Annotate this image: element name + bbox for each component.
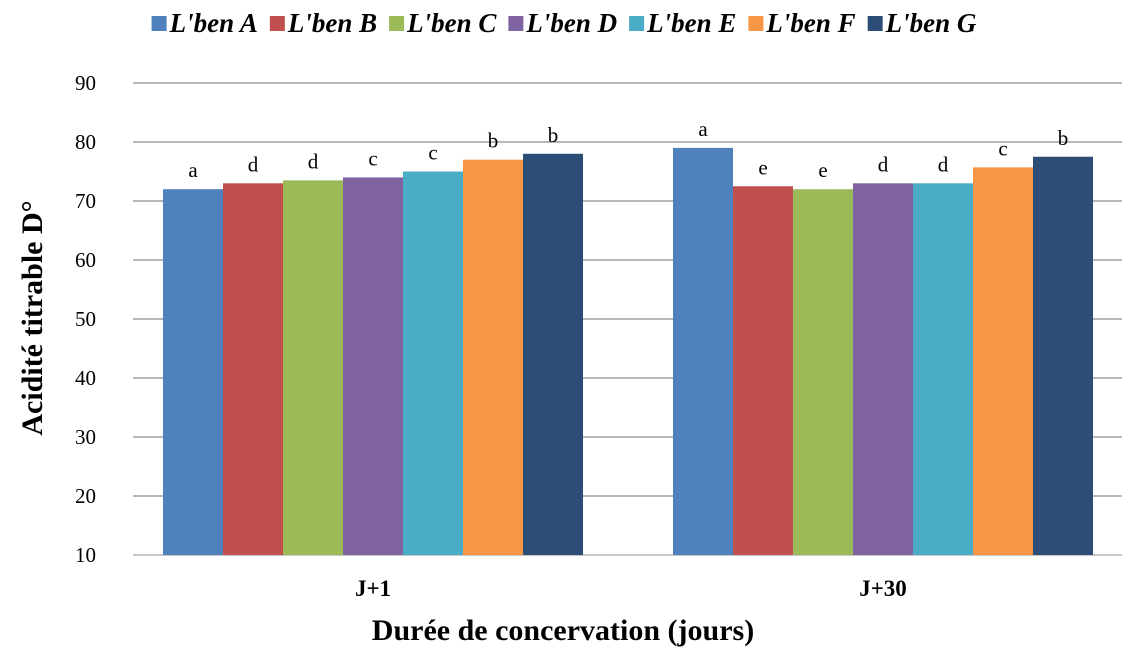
x-category-label: J+30 [859,576,907,601]
legend-label: L'ben F [765,8,855,38]
legend-item: L'ben G [867,8,977,38]
legend-swatch [389,16,405,31]
legend-label: L'ben C [406,8,497,38]
legend-swatch [867,16,883,31]
bar [223,183,283,556]
bar-significance-letter: c [368,146,377,170]
legend-item: L'ben B [269,8,377,38]
legend-swatch [151,16,167,31]
y-tick-label: 40 [75,366,96,390]
y-tick-label: 90 [75,71,96,95]
legend-label: L'ben B [287,8,377,38]
bar [1033,156,1093,555]
legend-swatch [269,16,285,31]
legend: L'ben A L'ben B L'ben C L'ben D L'ben E L'ben… [151,8,977,38]
bar [853,183,913,556]
legend-label: L'ben A [169,8,258,38]
bar [343,177,403,555]
y-tick-label: 50 [75,307,96,331]
y-tick-label: 30 [75,425,96,449]
x-category-label: J+1 [355,576,391,601]
bar-significance-letter: b [548,123,559,147]
legend-item: L'ben F [748,8,856,38]
bar [283,180,343,555]
y-tick-label: 10 [75,543,96,567]
legend-label: L'ben E [646,8,736,38]
bar [673,147,733,555]
bars [163,147,1093,556]
y-tick-label: 20 [75,484,96,508]
bar [163,189,223,555]
legend-label: L'ben G [885,8,977,38]
bar [793,189,853,555]
bar-significance-letter: d [878,152,889,176]
y-tick-label: 60 [75,248,96,272]
bar-significance-letter: d [938,152,949,176]
bar-significance-letter: a [188,158,198,182]
legend-item: L'ben C [389,8,497,38]
bar-significance-letter: d [248,152,259,176]
bar-significance-letter: b [488,129,499,153]
bar-significance-letter: a [698,117,708,141]
significance-letters: a d d c c b b a e e d d c b [188,117,1068,182]
legend-item: L'ben E [629,8,736,38]
y-tick-labels: 10 20 30 40 50 60 70 80 90 [75,71,96,567]
legend-swatch [508,16,524,31]
y-tick-label: 70 [75,189,96,213]
bar-significance-letter: b [1058,126,1069,150]
bar [913,183,973,556]
legend-swatch [748,16,764,31]
bar [403,171,463,555]
bar-significance-letter: c [998,136,1007,160]
bar [463,159,523,555]
legend-item: L'ben A [151,8,258,38]
legend-label: L'ben D [525,8,617,38]
legend-swatch [629,16,645,31]
bar [523,153,583,556]
x-category-labels: J+1 J+30 [355,576,907,601]
legend-item: L'ben D [508,8,617,38]
y-tick-label: 80 [75,130,96,154]
bar-significance-letter: e [758,155,767,179]
y-axis-title: Acidité titrable D° [16,200,49,435]
bar [973,167,1033,555]
bar [733,186,793,555]
bar-significance-letter: c [428,141,437,165]
bar-significance-letter: d [308,149,319,173]
x-axis-title: Durée de concervation (jours) [372,614,754,647]
bar-significance-letter: e [818,158,827,182]
